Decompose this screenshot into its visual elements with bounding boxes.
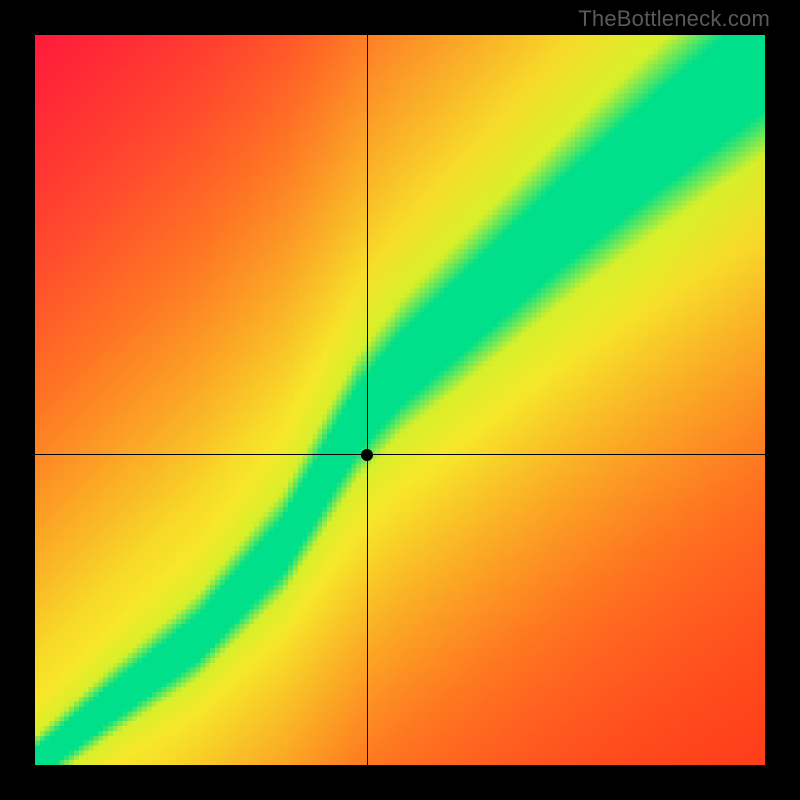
heatmap-canvas [35,35,765,765]
data-point-marker [361,449,373,461]
crosshair-horizontal [35,454,765,455]
watermark-text: TheBottleneck.com [578,6,770,32]
chart-container: TheBottleneck.com [0,0,800,800]
crosshair-vertical [367,35,368,765]
